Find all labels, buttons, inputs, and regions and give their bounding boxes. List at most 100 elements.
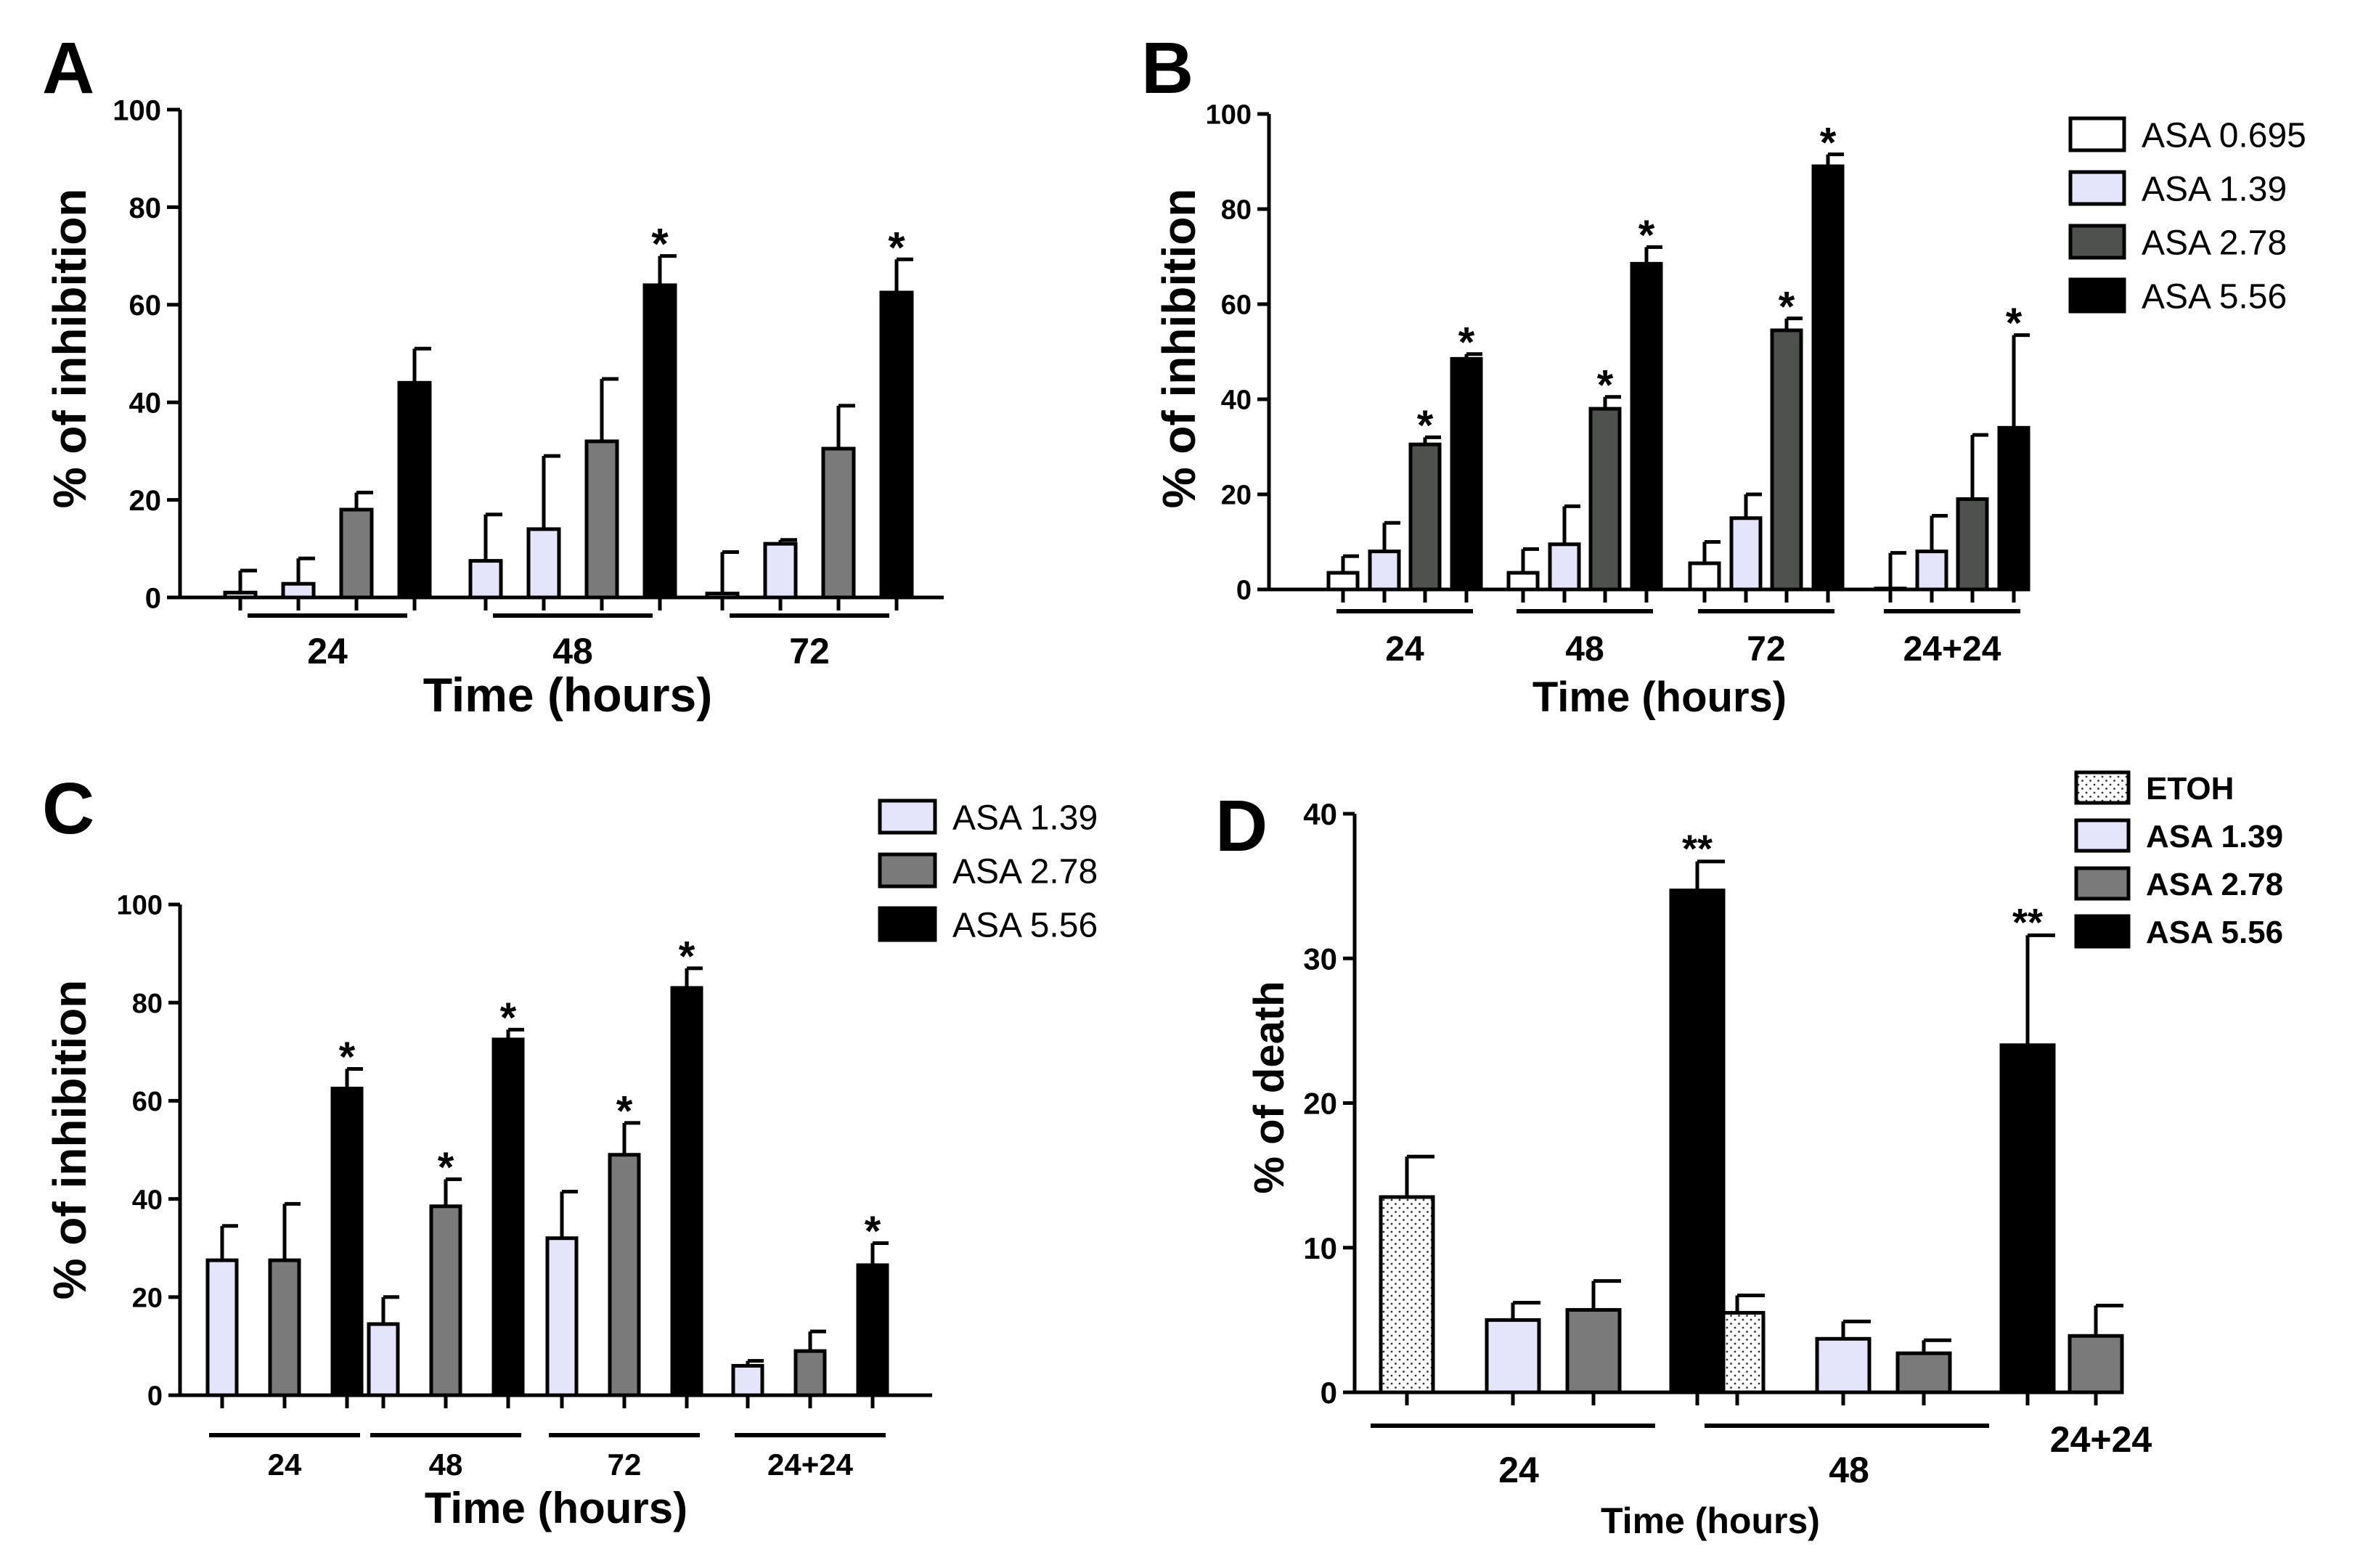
y-axis-label: % of inhibition [44,980,96,1300]
bar-asa-5-56 [1811,164,1845,592]
bar-asa-1-39 [705,592,740,600]
y-tick-label: 10 [1303,1231,1337,1265]
bar-asa-5-56 [1450,356,1483,592]
bar-asa-5-56 [397,380,432,600]
legend-label: ASA 1.39 [2146,819,2283,854]
y-axis-label: % of death [1246,981,1293,1193]
significance-marker: * [1779,283,1795,330]
plot-area: 0 20 40 60 80 100 * * * * * * 24 48 72 24+24 [117,891,932,1482]
legend: ASA 1.39 ASA 2.78 ASA 5.56 [878,799,1098,944]
x-category-label: 48 [429,1447,463,1482]
legend-swatch-etoh [2074,770,2131,805]
y-tick-label: 100 [113,94,161,126]
significance-marker: ** [2012,901,2043,944]
bar-asa-5-56 [1997,425,2030,592]
bar-asa-2-78 [2068,1334,2124,1395]
y-tick-label: 80 [132,989,163,1019]
y-tick-label: 20 [1303,1087,1337,1121]
bar-asa-0-695 [1326,571,1360,592]
y-tick-label: 40 [129,388,162,420]
bar-asa-1-39 [205,1258,239,1397]
panel-letter-a: A [42,28,94,109]
legend-label: ASA 5.56 [952,906,1098,944]
y-axis-title: % of death [1246,981,1293,1193]
y-tick-label: 80 [129,192,162,224]
legend-swatch-asa-2-78 [878,852,937,889]
y-tick-label: 20 [132,1283,163,1313]
significance-marker: * [500,995,517,1042]
x-category-label: 48 [1829,1450,1869,1490]
bar-asa-1-39 [763,542,798,600]
legend-label: ASA 1.39 [2142,170,2287,208]
legend-swatch-asa-1-39 [2068,170,2126,206]
bar-asa-5-56 [879,290,914,600]
legend-swatch-asa-0-695 [2068,116,2126,152]
y-tick-label: 100 [117,891,163,921]
y-tick-label: 40 [132,1185,163,1215]
x-category-label: 24+24 [2050,1419,2152,1460]
panel-b: B % of inhibition 0 20 40 60 80 100 * * * * * * * 24 4… [1141,28,2306,721]
legend-label: ASA 0.695 [2142,116,2306,155]
bar-asa-1-39 [468,559,503,600]
bar-asa-2-78 [1408,442,1442,592]
x-category-label: 72 [608,1447,642,1482]
significance-marker: * [1820,119,1837,166]
plot-area: 0 10 20 30 40 ** ** 24 48 24+24 [1303,797,2152,1490]
bar-asa-1-39 [1729,516,1763,592]
significance-marker: * [651,220,669,269]
panel-letter-c: C [42,768,94,849]
bar-asa-2-78 [1588,407,1622,592]
bar-asa-2-78 [608,1153,641,1397]
bar-asa-2-78 [1956,497,1989,592]
bar-asa-0-695 [1688,561,1721,592]
y-tick-label: 40 [1303,797,1337,831]
legend-label: ASA 2.78 [2142,224,2287,262]
bar-asa-2-78 [584,439,619,600]
x-category-label: 24 [1498,1450,1539,1490]
x-axis-title: Time (hours) [1532,674,1787,721]
legend: ETOH ASA 1.39 ASA 2.78 ASA 5.56 [2074,770,2283,950]
y-tick-label: 0 [145,582,161,614]
legend-swatch-asa-1-39 [878,799,937,835]
bar-asa-5-56 [670,986,703,1397]
panel-a: A % of inhibition 0 20 40 60 80 100 * * 24 48 72 T… [42,28,944,722]
panel-letter-b: B [1141,28,1193,109]
bar-asa-2-78 [793,1349,827,1397]
panel-c: C % of inhibition 0 20 40 60 80 100 * * * * * * 24 48… [42,768,1098,1532]
legend-label: ETOH [2146,771,2234,807]
bar-asa-5-56 [330,1087,364,1397]
x-category-label: 24+24 [767,1447,854,1482]
bar-asa-5-56 [1999,1043,2056,1395]
y-tick-label: 0 [147,1381,163,1412]
bar-asa-2-78 [821,446,856,600]
bar-asa-1-39 [1548,542,1581,592]
significance-marker: * [865,1208,881,1255]
significance-marker: * [1458,319,1475,366]
y-tick-label: 20 [1221,481,1252,511]
legend-swatch-asa-2-78 [2074,866,2131,901]
panel-d: D % of death 0 10 20 30 40 ** ** 24 48 24+24 Time… [1215,770,2283,1541]
x-category-label: 24 [268,1447,302,1482]
bar-asa-2-78 [1770,328,1803,592]
legend-swatch-asa-5-56 [878,906,937,942]
bar-asa-1-39 [1485,1318,1541,1395]
bar-asa-2-78 [1895,1351,1952,1395]
bar-asa-2-78 [429,1204,462,1397]
panel-letter-d: D [1215,785,1268,867]
bar-asa-5-56 [642,283,677,600]
x-axis-title: Time (hours) [1601,1500,1820,1541]
bar-asa-1-39 [1815,1336,1872,1395]
bar-etoh [1379,1195,1435,1395]
x-category-label: 24 [1385,630,1424,669]
x-category-label: 48 [552,631,593,671]
y-tick-label: 0 [1236,576,1252,606]
bar-asa-1-39 [1368,550,1401,592]
significance-marker: * [1417,402,1434,449]
bar-asa-5-56 [856,1263,889,1397]
bar-asa-1-39 [1915,550,1948,592]
bar-asa-2-78 [268,1258,301,1397]
bar-asa-5-56 [491,1037,525,1397]
y-tick-label: 80 [1221,195,1252,226]
y-tick-label: 100 [1206,100,1252,131]
legend: ASA 0.695 ASA 1.39 ASA 2.78 ASA 5.56 [2068,116,2306,316]
